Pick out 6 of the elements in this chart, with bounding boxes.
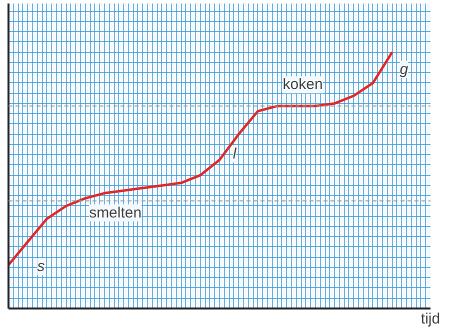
annotation: s xyxy=(37,258,46,276)
annotation: g xyxy=(400,60,409,78)
annotation: koken xyxy=(282,76,323,94)
x-axis-title: tijd xyxy=(420,310,440,328)
annotation: smelten xyxy=(89,204,142,222)
annotation: l xyxy=(232,145,237,162)
